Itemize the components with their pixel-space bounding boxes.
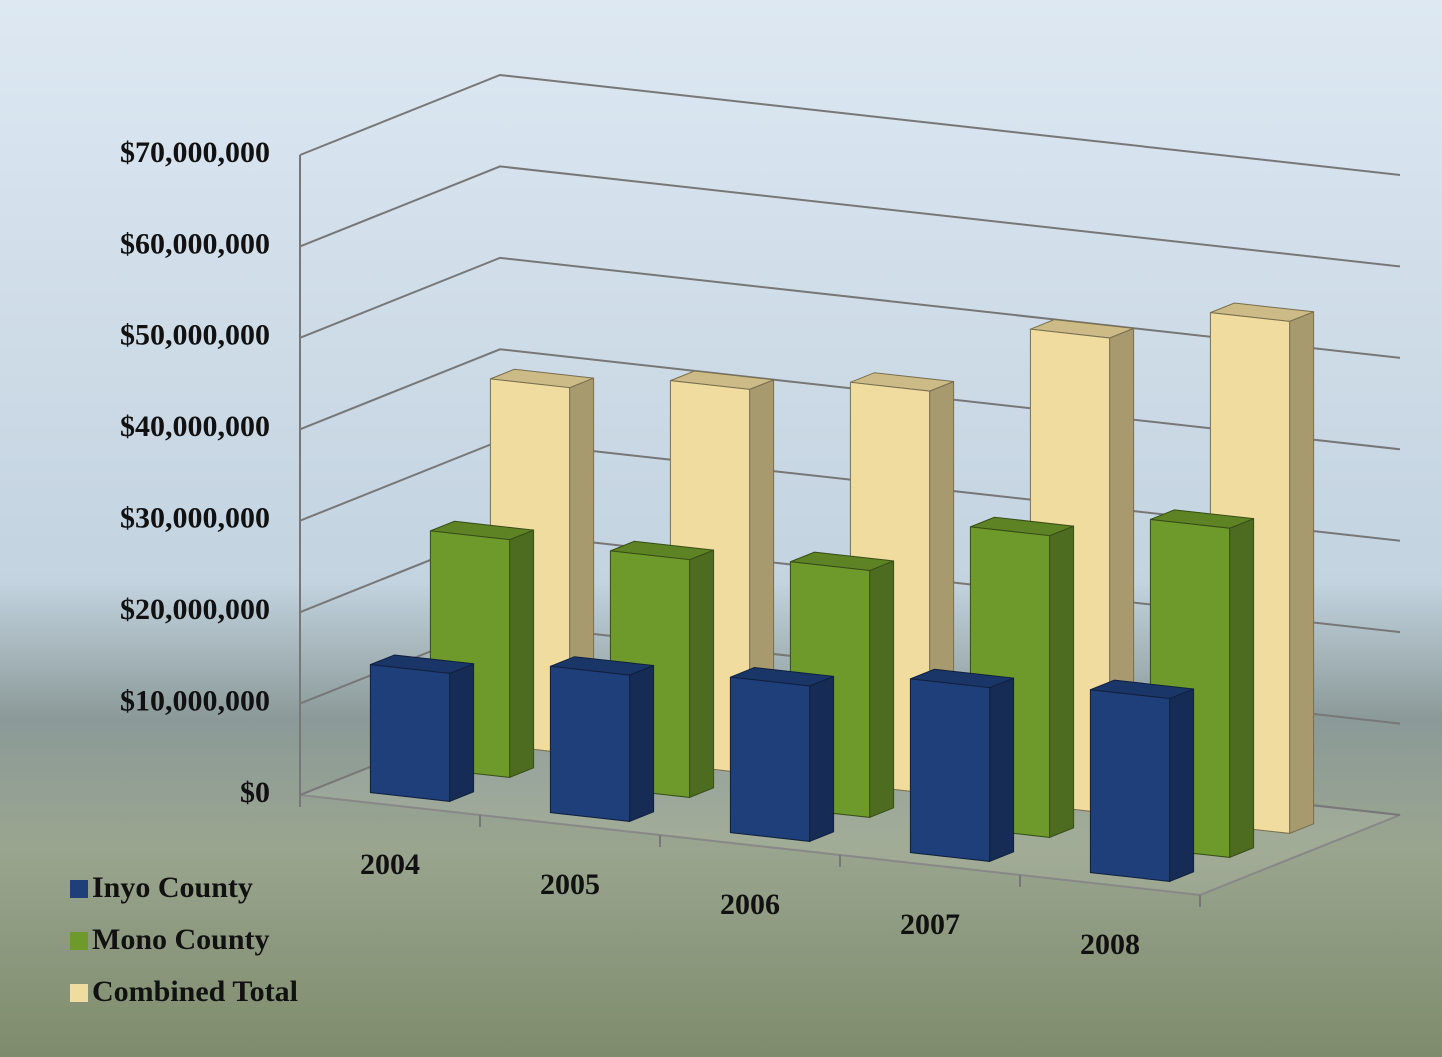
y-tick-label: $70,000,000 [120,136,270,169]
y-tick-label: $50,000,000 [120,319,270,352]
bar-side [869,560,895,819]
bar-side [509,529,535,779]
bar-side [629,664,655,823]
x-tick-label: 2005 [540,868,600,901]
legend-label: Mono County [92,923,270,956]
bar-front [1089,689,1171,882]
bar [549,656,655,823]
bar-front [909,678,991,862]
bar-side [1049,525,1075,839]
bar-side [1169,688,1195,883]
bar-side [689,549,715,799]
legend-swatch [70,880,88,898]
grid-line [299,165,1401,268]
y-tick-label: $20,000,000 [120,593,270,626]
x-tick-label: 2007 [900,908,960,941]
bar [909,668,1015,863]
bar-side [809,675,835,843]
bar [1089,679,1195,883]
legend-label: Combined Total [92,975,298,1008]
y-tick-label: $60,000,000 [120,227,270,260]
legend-swatch [70,984,88,1002]
bar [729,667,835,843]
x-tick-label: 2004 [360,848,420,881]
legend-label: Inyo County [92,871,253,904]
bar-front [549,665,631,822]
x-tick-label: 2008 [1080,928,1140,961]
grid-line [299,73,1401,176]
bar-side [449,663,475,803]
bar-side [1289,311,1315,835]
x-tick-label: 2006 [720,888,780,921]
plot: $0 $10,000,000 $20,000,000 $30,000,000 $40,0… [120,73,1401,961]
bar-front [729,676,811,842]
bar-front [369,664,451,802]
y-tick-label: $30,000,000 [120,502,270,535]
bar-side [989,677,1015,863]
legend-swatch [70,932,88,950]
y-tick-label: $0 [240,776,270,809]
y-tick-label: $10,000,000 [120,684,270,717]
y-tick-label: $40,000,000 [120,410,270,443]
bar-side [1229,517,1255,859]
bar [369,654,475,803]
legend: Inyo County Mono County Combined Total [70,871,298,1008]
